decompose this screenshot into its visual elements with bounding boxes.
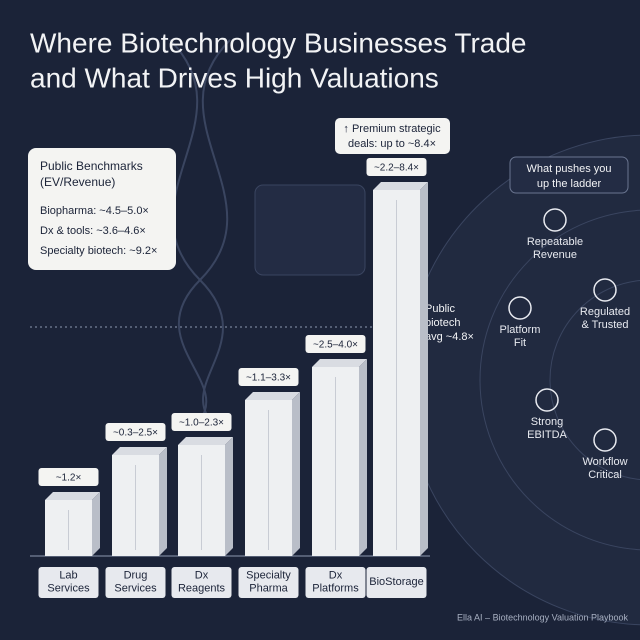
category-box xyxy=(105,567,166,598)
benchmark-box xyxy=(28,148,176,270)
range-box xyxy=(38,468,99,486)
drivers-box xyxy=(509,156,629,194)
drivers-title: What pushes you xyxy=(527,163,612,175)
building-side xyxy=(359,359,367,556)
category-box xyxy=(305,567,366,598)
category-label: Services xyxy=(47,582,90,594)
category-label: Reagents xyxy=(178,582,226,594)
building-top xyxy=(178,437,233,445)
category-label: Platforms xyxy=(312,582,359,594)
title: and What Drives High Valuations xyxy=(30,62,439,93)
category-label: Specialty xyxy=(246,569,291,581)
driver-label: Fit xyxy=(514,337,526,349)
driver-label: EBITDA xyxy=(527,429,567,441)
footer: Ella AI – Biotechnology Valuation Playbo… xyxy=(457,612,628,622)
building-side xyxy=(159,447,167,556)
category-box xyxy=(171,567,232,598)
category-label: Services xyxy=(114,582,157,594)
benchmark-title: Public Benchmarks xyxy=(40,159,143,173)
driver-icon xyxy=(543,208,567,232)
category-box xyxy=(366,567,427,598)
building-top xyxy=(312,359,367,367)
driver-icon xyxy=(593,278,617,302)
driver-label: Critical xyxy=(588,469,622,481)
driver-icon xyxy=(593,428,617,452)
category-label: Pharma xyxy=(249,582,288,594)
range-label: ~0.3–2.5× xyxy=(113,428,158,439)
building-side xyxy=(420,182,428,556)
benchmark-row: Dx & tools: ~3.6–4.6× xyxy=(40,225,146,237)
range-label: ~2.2–8.4× xyxy=(374,163,419,174)
premium-text: deals: up to ~8.4× xyxy=(348,138,436,150)
category-label: Lab xyxy=(59,569,77,581)
benchmark-row: Specialty biotech: ~9.2× xyxy=(40,245,157,257)
average-note: biotech xyxy=(425,317,460,329)
range-box xyxy=(305,335,366,353)
range-box xyxy=(105,423,166,441)
category-label: Dx xyxy=(195,569,209,581)
driver-label: Revenue xyxy=(533,249,577,261)
driver-label: Platform xyxy=(500,324,541,336)
category-box xyxy=(38,567,99,598)
driver-icon xyxy=(535,388,559,412)
driver-icon xyxy=(508,296,532,320)
range-label: ~2.5–4.0× xyxy=(313,340,358,351)
driver-label: & Trusted xyxy=(581,319,628,331)
range-label: ~1.0–2.3× xyxy=(179,418,224,429)
category-label: Dx xyxy=(329,569,343,581)
range-box xyxy=(238,368,299,386)
driver-label: Workflow xyxy=(582,456,627,468)
benchmark-title: (EV/Revenue) xyxy=(40,175,115,189)
benchmark-row: Biopharma: ~4.5–5.0× xyxy=(40,205,149,217)
building-side xyxy=(292,392,300,556)
range-box xyxy=(171,413,232,431)
range-label: ~1.2× xyxy=(56,473,82,484)
range-label: ~1.1–3.3× xyxy=(246,373,291,384)
category-label: BioStorage xyxy=(369,576,423,588)
category-box xyxy=(238,567,299,598)
driver-label: Repeatable xyxy=(527,236,583,248)
driver-label: Strong xyxy=(531,416,563,428)
range-box xyxy=(366,158,427,176)
building-top xyxy=(112,447,167,455)
category-label: Drug xyxy=(124,569,148,581)
dna-decoration xyxy=(169,39,231,421)
building-top xyxy=(373,182,428,190)
driver-label: Regulated xyxy=(580,306,630,318)
building-side xyxy=(92,492,100,556)
building-top xyxy=(245,392,300,400)
premium-callout xyxy=(335,118,450,154)
building-top xyxy=(45,492,100,500)
drivers-title: up the ladder xyxy=(537,178,602,190)
average-note: avg ~4.8× xyxy=(425,331,474,343)
average-note: Public xyxy=(425,303,455,315)
building-side xyxy=(225,437,233,556)
plate-decoration xyxy=(254,184,366,276)
premium-text: ↑ Premium strategic xyxy=(343,123,441,135)
title: Where Biotechnology Businesses Trade xyxy=(30,27,527,58)
